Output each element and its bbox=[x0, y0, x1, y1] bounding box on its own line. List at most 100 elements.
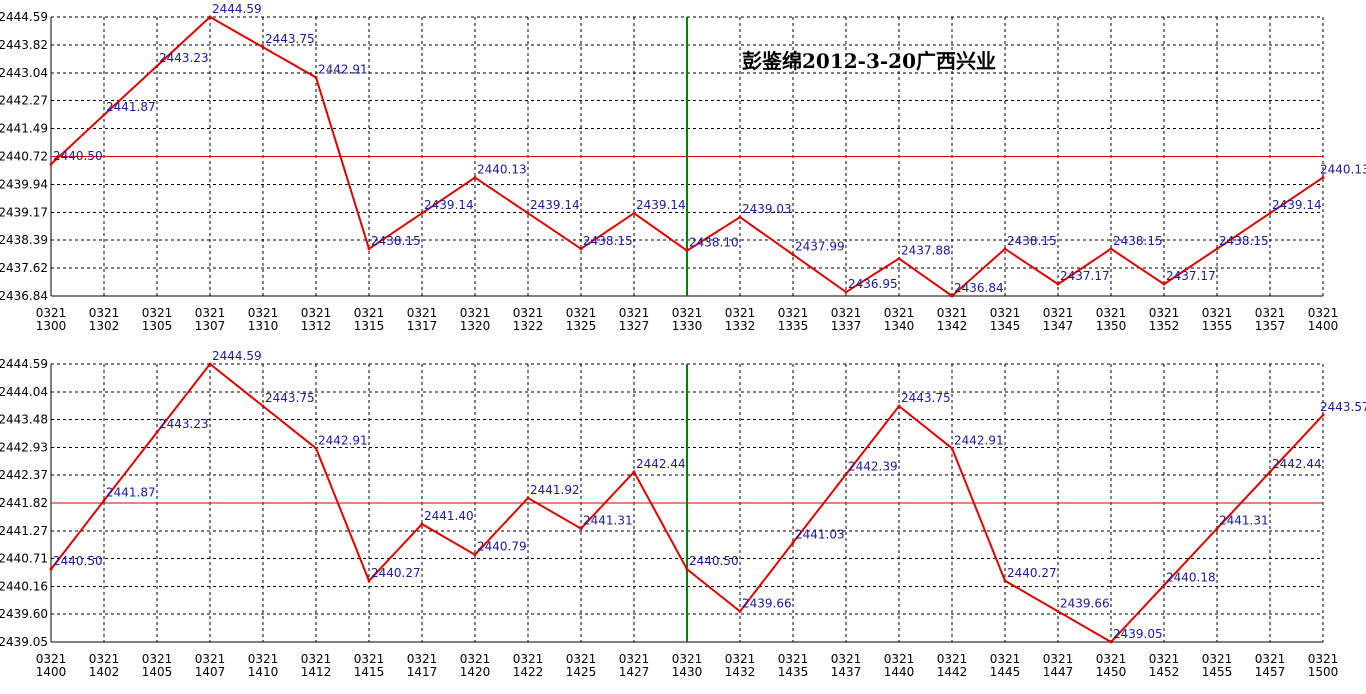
x-tick-label-time: 1410 bbox=[248, 665, 279, 679]
data-point bbox=[1268, 470, 1272, 474]
data-label: 2443.75 bbox=[901, 391, 951, 405]
x-tick-label-date: 0321 bbox=[1096, 306, 1127, 320]
x-tick-label-date: 0321 bbox=[1149, 652, 1180, 666]
data-label: 2442.39 bbox=[848, 459, 898, 473]
data-point bbox=[1215, 247, 1219, 251]
y-tick-label: 2444.59 bbox=[0, 10, 48, 24]
x-tick-label-time: 1345 bbox=[990, 319, 1021, 333]
y-tick-label: 2439.60 bbox=[0, 607, 48, 621]
x-tick-label-date: 0321 bbox=[1043, 306, 1074, 320]
x-tick-label-date: 0321 bbox=[566, 306, 597, 320]
data-point bbox=[367, 579, 371, 583]
x-tick-label-time: 1342 bbox=[937, 319, 968, 333]
x-tick-label-date: 0321 bbox=[619, 652, 650, 666]
x-tick-label-date: 0321 bbox=[89, 306, 120, 320]
x-tick-label-time: 1327 bbox=[619, 319, 650, 333]
chart-panel-1: 2444.59 2443.82 2443.04 2442.27 2441.49 2440.… bbox=[0, 2, 1366, 333]
x-tick-label-date: 0321 bbox=[990, 652, 1021, 666]
x-tick-label-time: 1347 bbox=[1043, 319, 1074, 333]
data-label: 2438.10 bbox=[689, 236, 739, 250]
data-point bbox=[208, 15, 212, 19]
x-tick-label-time: 1442 bbox=[937, 665, 968, 679]
x-tick-label-time: 1412 bbox=[301, 665, 332, 679]
x-tick-label-date: 0321 bbox=[1096, 652, 1127, 666]
data-label: 2436.84 bbox=[954, 281, 1004, 295]
x-tick-label-time: 1405 bbox=[142, 665, 173, 679]
data-label: 2438.15 bbox=[1219, 234, 1269, 248]
data-point bbox=[685, 567, 689, 571]
x-tick-label-date: 0321 bbox=[354, 306, 385, 320]
y-tick-label: 2440.72 bbox=[0, 150, 48, 164]
x-tick-label-time: 1417 bbox=[407, 665, 438, 679]
x-tick-label-date: 0321 bbox=[672, 306, 703, 320]
x-tick-label-date: 0321 bbox=[89, 652, 120, 666]
data-point bbox=[1056, 282, 1060, 286]
data-label: 2440.13 bbox=[477, 163, 527, 177]
x-tick-label-date: 0321 bbox=[248, 306, 279, 320]
y-tick-label: 2441.49 bbox=[0, 122, 48, 136]
x-tick-label-time: 1400 bbox=[1308, 319, 1339, 333]
data-point bbox=[738, 609, 742, 613]
x-tick-label-date: 0321 bbox=[831, 306, 862, 320]
data-label: 2443.75 bbox=[265, 391, 315, 405]
data-label: 2441.40 bbox=[424, 509, 474, 523]
x-tick-label-date: 0321 bbox=[778, 652, 809, 666]
x-tick-label-date: 0321 bbox=[884, 306, 915, 320]
data-point bbox=[49, 162, 53, 166]
data-label: 2437.17 bbox=[1060, 269, 1110, 283]
x-tick-label-time: 1307 bbox=[195, 319, 226, 333]
data-point bbox=[738, 215, 742, 219]
data-label: 2442.91 bbox=[318, 433, 368, 447]
x-tick-label-time: 1432 bbox=[725, 665, 756, 679]
x-tick-label-date: 0321 bbox=[566, 652, 597, 666]
data-point bbox=[1321, 176, 1325, 180]
data-point bbox=[102, 113, 106, 117]
x-tick-label-time: 1330 bbox=[672, 319, 703, 333]
data-point bbox=[1003, 579, 1007, 583]
x-tick-label-date: 0321 bbox=[142, 306, 173, 320]
data-point bbox=[1268, 211, 1272, 215]
y-tick-label: 2443.82 bbox=[0, 38, 48, 52]
data-label: 2443.23 bbox=[159, 51, 209, 65]
y-tick-label: 2442.37 bbox=[0, 468, 48, 482]
data-label: 2442.91 bbox=[318, 62, 368, 76]
x-tick-label-date: 0321 bbox=[1202, 306, 1233, 320]
data-label: 2442.91 bbox=[954, 433, 1004, 447]
y-tick-label: 2441.82 bbox=[0, 496, 48, 510]
x-tick-label-time: 1400 bbox=[36, 665, 67, 679]
y-tick-label: 2439.94 bbox=[0, 177, 48, 191]
data-label: 2441.31 bbox=[583, 514, 633, 528]
x-tick-label-time: 1352 bbox=[1149, 319, 1180, 333]
chart-panel-2: 2444.59 2444.04 2443.48 2442.93 2442.37 2441.… bbox=[0, 349, 1366, 679]
data-point bbox=[950, 294, 954, 298]
data-point bbox=[1321, 413, 1325, 417]
data-label: 2438.15 bbox=[371, 234, 421, 248]
y-tick-label: 2444.04 bbox=[0, 385, 48, 399]
data-label: 2439.66 bbox=[742, 596, 792, 610]
x-tick-label-date: 0321 bbox=[831, 652, 862, 666]
data-point bbox=[155, 64, 159, 68]
data-label: 2438.15 bbox=[1113, 234, 1163, 248]
data-label: 2444.59 bbox=[212, 2, 262, 16]
x-tick-label-time: 1350 bbox=[1096, 319, 1127, 333]
x-tick-label-time: 1440 bbox=[884, 665, 915, 679]
y-tick-label: 2436.84 bbox=[0, 289, 48, 303]
y-tick-label: 2440.71 bbox=[0, 552, 48, 566]
data-point bbox=[685, 249, 689, 253]
data-point bbox=[844, 290, 848, 294]
data-point bbox=[897, 257, 901, 261]
x-tick-label-time: 1420 bbox=[460, 665, 491, 679]
x-tick-label-time: 1455 bbox=[1202, 665, 1233, 679]
x-tick-label-time: 1407 bbox=[195, 665, 226, 679]
x-tick-label-time: 1337 bbox=[831, 319, 862, 333]
data-label: 2441.31 bbox=[1219, 514, 1269, 528]
x-tick-label-time: 1425 bbox=[566, 665, 597, 679]
x-tick-label-date: 0321 bbox=[513, 652, 544, 666]
x-tick-label-time: 1305 bbox=[142, 319, 173, 333]
data-label: 2442.44 bbox=[636, 457, 686, 471]
x-tick-label-date: 0321 bbox=[460, 306, 491, 320]
x-tick-label-date: 0321 bbox=[301, 652, 332, 666]
data-point bbox=[897, 404, 901, 408]
x-tick-label-date: 0321 bbox=[301, 306, 332, 320]
x-tick-label-date: 0321 bbox=[407, 652, 438, 666]
